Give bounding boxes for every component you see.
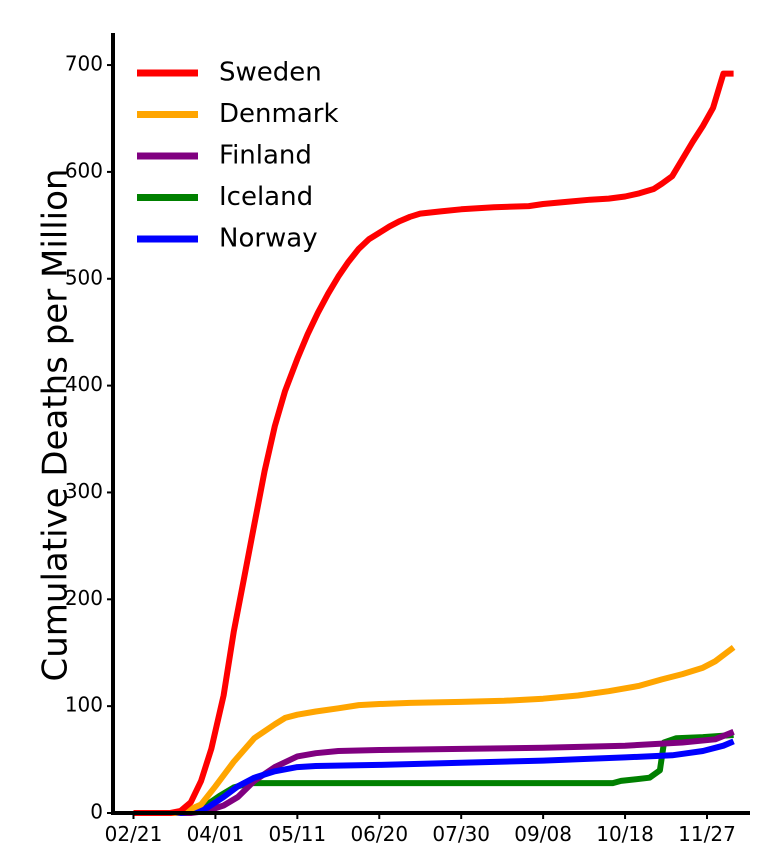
series-line-denmark [133, 645, 736, 816]
series-line-sweden [133, 70, 734, 816]
legend-label-finland: Finland [219, 141, 312, 171]
y-tick-label: 100 [65, 693, 103, 717]
y-tick-label: 300 [65, 479, 103, 503]
tick-layer: 0 100 200 300 400 500 600 700 02/21 04/01 05/11 06/… [65, 52, 736, 846]
x-tick-label: 07/30 [432, 822, 490, 846]
y-tick-label: 500 [65, 265, 103, 289]
x-tick-label: 04/01 [187, 822, 245, 846]
series-line-norway [133, 738, 735, 816]
x-tick-label: 02/21 [105, 822, 163, 846]
legend-label-sweden: Sweden [219, 58, 322, 88]
x-tick-label: 09/08 [514, 822, 572, 846]
y-tick-label: 400 [65, 372, 103, 396]
legend-label-iceland: Iceland [219, 182, 313, 212]
x-tick-label: 06/20 [350, 822, 408, 846]
x-tick-label: 05/11 [269, 822, 327, 846]
y-tick-label: 600 [65, 158, 103, 182]
y-axis-title: Cumulative Deaths per Million [36, 169, 76, 682]
y-tick-label: 0 [90, 800, 103, 824]
x-tick-label: 11/27 [678, 822, 736, 846]
y-tick-label: 700 [65, 52, 103, 76]
axes-layer [111, 33, 750, 815]
legend-label-denmark: Denmark [219, 99, 339, 129]
series-line-finland [133, 729, 735, 816]
legend-label-norway: Norway [219, 224, 318, 254]
series-layer [133, 70, 736, 816]
x-tick-label: 10/18 [596, 822, 654, 846]
legend: Sweden Denmark Finland Iceland Norway [137, 58, 339, 254]
y-tick-label: 200 [65, 586, 103, 610]
